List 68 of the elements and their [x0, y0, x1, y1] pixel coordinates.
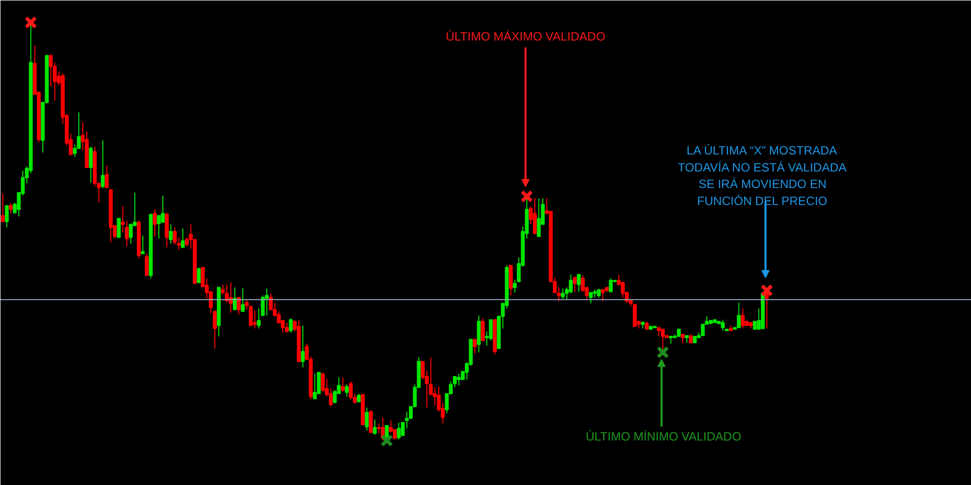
candlestick: [720, 319, 725, 332]
candlestick: [588, 292, 593, 304]
candlestick: [660, 328, 665, 350]
candlestick: [480, 318, 485, 342]
candlestick: [364, 406, 369, 431]
candlestick: [556, 287, 561, 302]
candlestick: [400, 422, 405, 436]
candlestick: [736, 302, 741, 328]
candlestick: [344, 384, 349, 398]
candlestick: [140, 235, 145, 254]
candlestick: [104, 164, 109, 188]
candlestick: [320, 373, 325, 392]
point: [520, 190, 534, 203]
candlestick: [396, 422, 401, 440]
candlestick: [372, 419, 377, 436]
candlestick: [212, 310, 217, 350]
candlestick: [368, 410, 373, 434]
candlestick: [0, 192, 5, 222]
candlestick: [180, 228, 185, 248]
candlestick: [264, 288, 269, 316]
candlestick: [572, 276, 577, 292]
candlestick: [420, 361, 425, 380]
candlestick: [608, 278, 613, 292]
candlestick: [536, 198, 541, 238]
candlestick: [532, 197, 537, 234]
candlestick: [508, 264, 513, 296]
candlestick: [252, 310, 257, 329]
candlestick: [632, 304, 637, 327]
candlestick: [700, 324, 705, 336]
point: [656, 346, 670, 359]
candlestick: [184, 236, 189, 248]
candlestick: [620, 282, 625, 298]
annotation: ÚLTIMO MÍNIMO VALIDADO: [586, 430, 742, 444]
candlestick: [300, 325, 305, 368]
candlestick: [240, 288, 245, 312]
candlestick: [48, 55, 53, 87]
candlestick: [88, 146, 93, 184]
candlestick: [152, 208, 157, 238]
candlestick: [284, 322, 289, 334]
candlestick: [456, 373, 461, 386]
candlestick: [8, 202, 13, 214]
candlestick: [488, 319, 493, 342]
candlestick: [576, 274, 581, 292]
candlestick: [128, 223, 133, 244]
candlestick: [340, 376, 345, 392]
candlestick: [100, 140, 105, 189]
annotation: ÚLTIMO MÁXIMO VALIDADO: [446, 30, 606, 44]
candlestick: [432, 386, 437, 406]
candlestick: [4, 205, 9, 228]
candlestick: [144, 253, 149, 276]
candlestick: [288, 318, 293, 334]
candlestick: [172, 226, 177, 245]
point: [380, 434, 394, 447]
candlestick: [472, 338, 477, 354]
candlestick: [740, 308, 745, 329]
point: [760, 284, 774, 297]
point: [24, 16, 38, 29]
candlestick: [476, 315, 481, 353]
candlestick: [160, 195, 165, 223]
candlestick: [164, 212, 169, 248]
candlestick: [312, 373, 317, 400]
candlestick: [580, 274, 585, 292]
candlestick: [196, 266, 201, 284]
candlestick: [116, 217, 121, 238]
candlestick: [348, 381, 353, 400]
candlestick: [156, 215, 161, 240]
candlestick: [600, 289, 605, 302]
candlestick: [168, 224, 173, 244]
